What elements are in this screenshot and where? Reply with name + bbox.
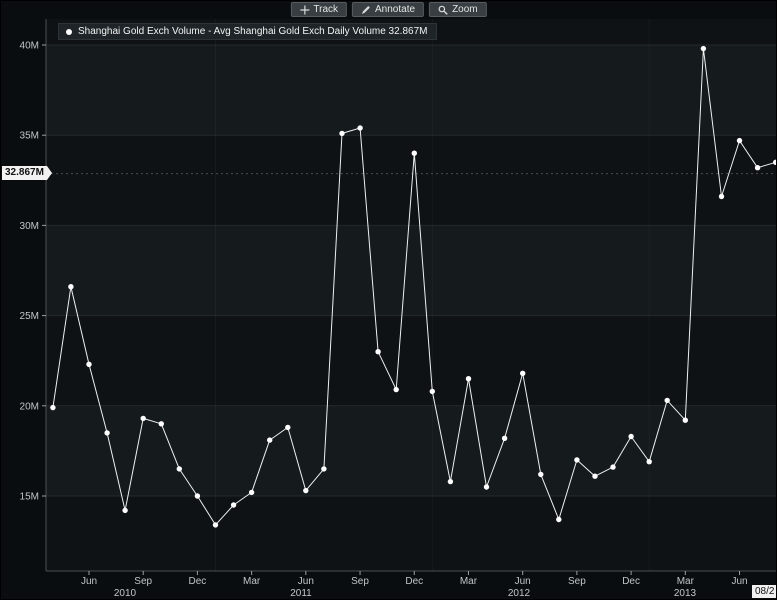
svg-text:20M: 20M <box>20 401 39 412</box>
svg-text:Mar: Mar <box>460 576 478 587</box>
zoom-button[interactable]: Zoom <box>429 2 487 17</box>
svg-text:40M: 40M <box>20 41 39 52</box>
track-button[interactable]: Track <box>290 2 348 17</box>
svg-text:Dec: Dec <box>189 576 207 587</box>
track-icon <box>299 5 309 14</box>
annotate-button-label: Annotate <box>375 4 416 15</box>
annotate-button[interactable]: Annotate <box>352 2 425 17</box>
svg-text:35M: 35M <box>20 131 39 142</box>
annotate-pencil-icon <box>362 5 371 14</box>
average-value-text: 32.867M <box>5 167 44 178</box>
axis-end-date-label: 08/2 <box>752 585 776 598</box>
svg-text:Dec: Dec <box>405 576 423 587</box>
average-value-axis-label: 32.867M <box>2 166 47 180</box>
svg-text:Jun: Jun <box>81 576 97 587</box>
svg-text:Sep: Sep <box>134 576 152 587</box>
svg-text:2011: 2011 <box>290 588 312 599</box>
legend-label: Shanghai Gold Exch Volume - Avg Shanghai… <box>78 26 428 37</box>
series-marker-icon <box>66 28 72 35</box>
y-axis-labels: 40M 35M 30M 25M 20M 15M <box>20 41 46 503</box>
zoom-magnifier-icon <box>438 5 448 15</box>
axes <box>45 19 776 572</box>
svg-text:2013: 2013 <box>674 588 697 599</box>
chart-toolbar: Track Annotate Zoom <box>290 2 487 17</box>
background-bands <box>46 19 776 571</box>
svg-text:Sep: Sep <box>568 576 586 587</box>
track-button-label: Track <box>313 4 339 15</box>
x-axis-month-labels: Jun Sep Dec Mar Jun Sep Dec Mar Jun Sep Dec Mar Jun <box>81 571 748 587</box>
svg-text:Mar: Mar <box>677 576 695 587</box>
svg-text:15M: 15M <box>20 492 39 503</box>
svg-text:30M: 30M <box>20 221 39 232</box>
zoom-button-label: Zoom <box>452 4 478 15</box>
svg-text:Sep: Sep <box>351 576 369 587</box>
x-axis-year-labels: 2010 2011 2012 2013 <box>114 588 697 599</box>
svg-text:Jun: Jun <box>515 576 531 587</box>
svg-text:25M: 25M <box>20 311 39 322</box>
svg-text:2012: 2012 <box>508 588 531 599</box>
svg-text:Dec: Dec <box>622 576 640 587</box>
svg-text:Jun: Jun <box>731 576 747 587</box>
svg-text:Jun: Jun <box>298 576 314 587</box>
year-boundary-gridlines <box>214 19 650 571</box>
horizontal-gridlines <box>46 44 776 497</box>
svg-text:Mar: Mar <box>243 576 261 587</box>
svg-text:2010: 2010 <box>114 588 137 599</box>
series-markers <box>50 45 776 528</box>
chart-legend[interactable]: Shanghai Gold Exch Volume - Avg Shanghai… <box>58 23 438 40</box>
